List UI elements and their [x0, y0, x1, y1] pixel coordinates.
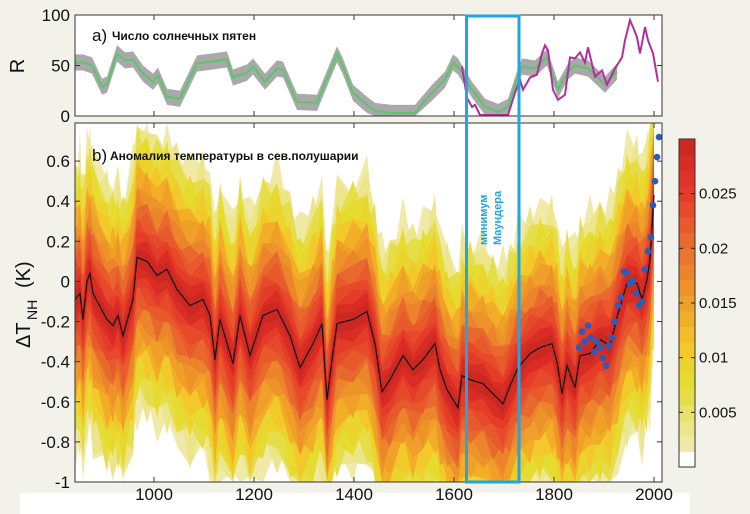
instrumental-dot	[599, 354, 607, 361]
instrumental-dot	[590, 348, 598, 355]
instrumental-dot	[596, 344, 604, 351]
panel-b-letter: b)	[92, 146, 107, 165]
sunspot-observed-line	[461, 16, 659, 116]
colorbar-step	[679, 248, 695, 265]
b-xtick-label: 1200	[235, 485, 273, 504]
cropped-strip	[20, 493, 690, 514]
instrumental-dot	[593, 338, 601, 345]
b-ytick-label: 0.4	[46, 192, 70, 211]
b-xtick-label: 1800	[535, 485, 573, 504]
panel-a: 0 50 100 a) Число солнечных пятен R	[7, 6, 663, 126]
colorbar-step	[679, 139, 695, 156]
instrumental-dot	[623, 270, 631, 277]
instrumental-dot	[638, 298, 646, 305]
b-ytick-label: 0	[61, 272, 70, 291]
sunspot-reconstruction-line	[75, 51, 618, 114]
ylabel-unit: (K)	[13, 261, 35, 288]
b-xtick-label: 1600	[435, 485, 473, 504]
a-ytick-label: 50	[51, 57, 70, 76]
colorbar-tick-label: 0.02	[699, 240, 728, 257]
colorbar-step	[679, 342, 695, 359]
b-xtick-label: 1400	[335, 485, 373, 504]
instrumental-dot	[629, 278, 637, 285]
colorbar-tick-label: 0.015	[699, 295, 737, 312]
instrumental-dot	[581, 338, 589, 345]
instrumental-dot	[605, 342, 613, 349]
sunspot-uncertainty-band	[75, 45, 617, 116]
colorbar: 0.005 0.01 0.015 0.02 0.025	[678, 138, 737, 468]
maunder-annotation: минимум Маундера	[465, 14, 521, 484]
colorbar-step	[679, 279, 695, 296]
instrumental-dot	[614, 302, 622, 309]
colorbar-step	[679, 420, 695, 437]
instrumental-dot	[587, 334, 595, 341]
colorbar-step	[679, 326, 695, 343]
instrumental-dot	[655, 133, 662, 141]
b-ytick-label: -1	[55, 473, 70, 492]
b-ytick-label: -0.8	[41, 433, 70, 452]
panel-b-title: Аномалия температуры в сев.полушарии	[110, 149, 359, 163]
panel-b-frame	[74, 122, 663, 483]
panel-a-ylabel: R	[7, 59, 29, 73]
maunder-label-line1: минимум	[478, 195, 490, 245]
colorbar-step	[679, 154, 695, 171]
colorbar-step	[679, 357, 695, 374]
instrumental-dot	[641, 266, 649, 273]
instrumental-dot	[644, 248, 652, 255]
instrumental-dot	[578, 328, 586, 335]
b-ytick-label: -0.4	[41, 353, 70, 372]
a-ytick-label: 100	[42, 6, 70, 25]
panel-a-letter: a)	[92, 26, 107, 45]
instrumental-dot	[653, 153, 661, 161]
b-ytick-label: -0.6	[41, 393, 70, 412]
maunder-box	[465, 14, 521, 484]
colorbar-step	[679, 435, 695, 452]
instrumental-dot	[649, 201, 657, 209]
colorbar-step	[679, 217, 695, 234]
colorbar-step	[679, 185, 695, 202]
colorbar-tick-label: 0.025	[699, 186, 737, 203]
colorbar-step	[679, 373, 695, 390]
b-xtick-label: 2000	[635, 485, 673, 504]
instrumental-dot	[575, 344, 583, 351]
instrumental-dot	[651, 177, 659, 185]
colorbar-step	[679, 310, 695, 327]
ylabel-main: ΔT	[13, 322, 35, 348]
a-ytick-label: 0	[61, 107, 70, 126]
b-ytick-label: 0.2	[46, 232, 70, 251]
b-ytick-label: 0.6	[46, 152, 70, 171]
instrumental-dot	[617, 294, 625, 301]
instrumental-dot	[584, 322, 592, 329]
colorbar-step	[679, 263, 695, 281]
instrumental-dot	[647, 234, 655, 241]
colorbar-step	[679, 170, 695, 187]
colorbar-step	[679, 232, 695, 249]
colorbar-step	[679, 295, 695, 312]
panel-b: -1 -0.8 -0.6 -0.4 -0.2 0 0.2 0.4 0.6 1000 1200 1400…	[13, 14, 673, 504]
instrumental-dot	[602, 362, 610, 369]
panel-a-title: Число солнечных пятен	[112, 29, 256, 43]
colorbar-step	[679, 404, 695, 421]
ylabel-sub: NH	[24, 300, 40, 320]
colorbar-tick-label: 0.005	[699, 404, 737, 421]
colorbar-step	[679, 388, 695, 406]
temperature-density-band	[75, 185, 654, 418]
colorbar-step	[679, 201, 695, 218]
instrumental-dot	[608, 334, 616, 341]
instrumental-dot	[632, 290, 640, 297]
instrumental-dot	[611, 318, 619, 325]
temperature-density-band	[75, 176, 654, 430]
b-xtick-label: 1000	[135, 485, 173, 504]
b-ytick-label: -0.2	[41, 313, 70, 332]
panel-b-ylabel: ΔT NH (K)	[13, 261, 40, 348]
temperature-reconstruction-line	[75, 195, 655, 410]
colorbar-tick-label: 0.01	[699, 350, 728, 367]
colorbar-step	[679, 451, 695, 468]
maunder-label-line2: Маундера	[492, 190, 504, 245]
